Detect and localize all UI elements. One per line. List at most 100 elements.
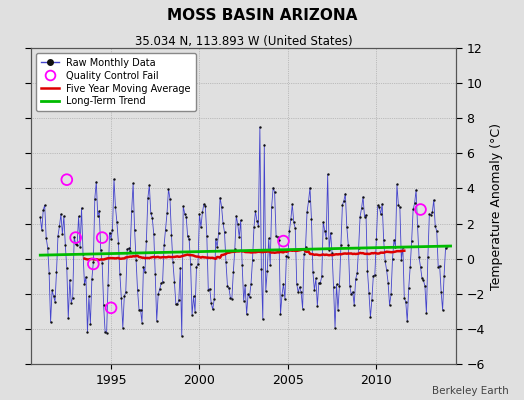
Point xyxy=(117,295,126,301)
Point xyxy=(394,202,402,208)
Point xyxy=(270,189,279,195)
Point xyxy=(205,286,214,292)
Point xyxy=(439,307,447,313)
Point xyxy=(85,293,93,300)
Point xyxy=(176,265,184,271)
Point xyxy=(141,269,149,275)
Point xyxy=(147,210,155,216)
Point xyxy=(256,124,264,130)
Point xyxy=(378,201,386,207)
Point xyxy=(49,293,58,299)
Point xyxy=(114,239,123,246)
Point xyxy=(366,314,375,320)
Point xyxy=(169,259,177,266)
Point xyxy=(92,179,101,185)
Point xyxy=(287,216,295,222)
Point xyxy=(45,270,53,276)
Point xyxy=(198,209,206,216)
Point xyxy=(98,260,106,266)
Point xyxy=(261,288,270,294)
Point xyxy=(234,221,242,228)
Point xyxy=(340,198,348,204)
Point xyxy=(55,223,63,230)
Point xyxy=(134,287,142,294)
Point xyxy=(89,259,97,266)
Point xyxy=(245,294,254,300)
Point xyxy=(67,300,75,306)
Point xyxy=(307,216,315,222)
Point xyxy=(266,262,275,268)
Point xyxy=(283,254,292,260)
Point xyxy=(403,318,411,325)
Point xyxy=(102,330,111,336)
Y-axis label: Temperature Anomaly (°C): Temperature Anomaly (°C) xyxy=(490,122,503,290)
Point xyxy=(385,302,394,308)
Point xyxy=(54,233,62,239)
Point xyxy=(142,237,150,244)
Point xyxy=(353,270,362,276)
Point xyxy=(172,301,180,308)
Point xyxy=(39,207,48,213)
Point xyxy=(275,236,283,243)
Point xyxy=(194,261,202,268)
Point xyxy=(76,244,84,250)
Point xyxy=(375,204,384,210)
Point xyxy=(217,203,226,210)
Point xyxy=(387,291,395,298)
Text: Berkeley Earth: Berkeley Earth xyxy=(432,386,508,396)
Point xyxy=(64,315,72,322)
Point xyxy=(252,208,260,214)
Point xyxy=(297,289,305,296)
Point xyxy=(71,234,80,241)
Point xyxy=(91,196,99,202)
Point xyxy=(52,269,61,275)
Point xyxy=(415,254,423,260)
Point xyxy=(343,224,351,230)
Point xyxy=(379,237,388,244)
Point xyxy=(181,210,189,217)
Point xyxy=(58,231,67,238)
Point xyxy=(104,282,112,288)
Point xyxy=(88,276,96,282)
Point xyxy=(236,217,245,224)
Point xyxy=(321,227,329,234)
Point xyxy=(301,244,310,250)
Point xyxy=(174,297,183,304)
Point xyxy=(425,211,433,218)
Point xyxy=(204,286,213,293)
Point xyxy=(200,201,208,207)
Point xyxy=(417,206,425,213)
Point xyxy=(443,243,451,249)
Point xyxy=(227,295,236,302)
Point xyxy=(82,274,90,280)
Point xyxy=(241,282,249,288)
Point xyxy=(318,273,326,280)
Point xyxy=(244,291,252,298)
Point xyxy=(330,284,338,290)
Point xyxy=(73,242,81,248)
Point xyxy=(427,212,435,218)
Point xyxy=(269,184,277,191)
Point xyxy=(226,295,235,301)
Point xyxy=(83,329,92,335)
Point xyxy=(100,302,108,309)
Point xyxy=(259,316,267,322)
Point xyxy=(57,211,65,217)
Point xyxy=(419,277,428,284)
Point xyxy=(132,257,140,264)
Point xyxy=(144,195,152,201)
Point xyxy=(170,278,179,285)
Point xyxy=(113,219,121,226)
Point xyxy=(94,213,102,219)
Point xyxy=(390,237,398,243)
Point xyxy=(316,280,324,286)
Point xyxy=(281,296,289,302)
Point xyxy=(43,244,52,251)
Point xyxy=(421,283,429,289)
Point xyxy=(257,266,266,272)
Point xyxy=(374,202,382,209)
Point xyxy=(291,225,299,232)
Point xyxy=(213,244,221,250)
Point xyxy=(222,259,230,266)
Point xyxy=(428,209,436,215)
